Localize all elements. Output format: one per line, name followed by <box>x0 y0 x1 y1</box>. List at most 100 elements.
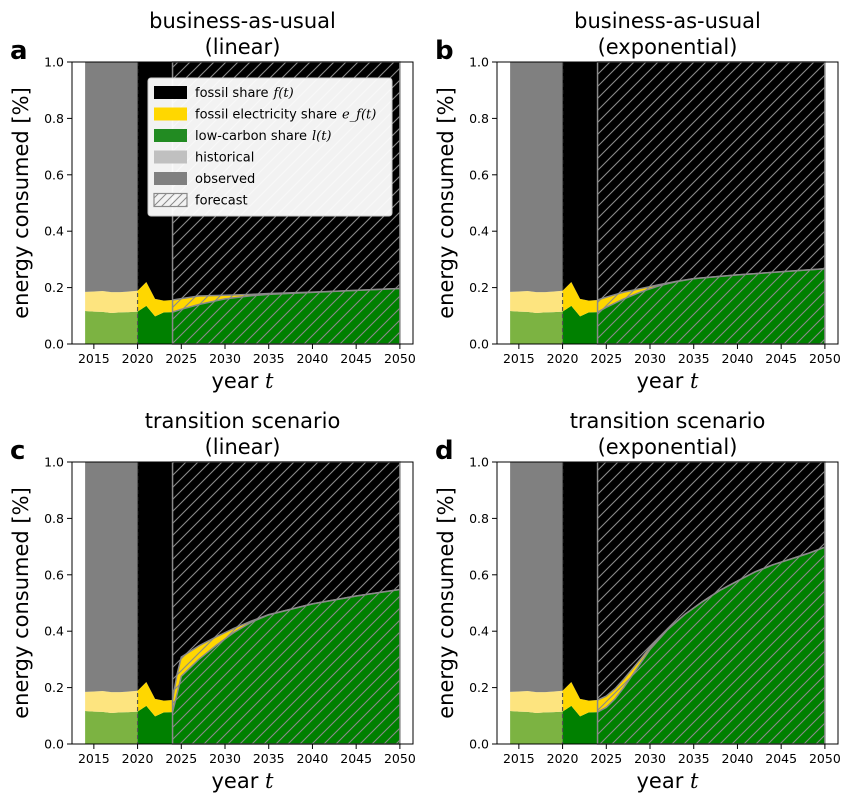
y-tick-label: 0.6 <box>44 167 64 182</box>
axes-frame <box>71 461 414 745</box>
historical-fossil-electricity-area <box>85 290 138 313</box>
x-tick-label: 2020 <box>547 751 579 766</box>
historical-fossil-electricity-area <box>510 290 563 313</box>
observed-fossil-electricity-area <box>137 281 173 317</box>
chart-title: transition scenario <box>145 409 341 433</box>
y-tick-label: 0.2 <box>44 280 64 295</box>
x-tick-label: 2030 <box>209 351 241 366</box>
legend-item-label: forecast <box>195 194 248 209</box>
x-tick-label: 2045 <box>340 751 372 766</box>
legend-box <box>147 77 393 217</box>
legend: fossil share f(t) fossil electricity share… <box>147 77 393 217</box>
legend-item-math: l(t) <box>312 129 332 144</box>
legend-swatch <box>154 86 187 99</box>
x-tick-label: 2015 <box>503 751 535 766</box>
y-tick-label: 0.4 <box>469 624 489 639</box>
observed-low-carbon-area <box>562 705 598 744</box>
observed-low-carbon-area <box>137 305 173 344</box>
forecast-hatch <box>597 62 825 344</box>
chart-title: transition scenario <box>570 409 766 433</box>
y-tick-label: 0.0 <box>469 737 489 752</box>
y-tick-label: 0.2 <box>469 280 489 295</box>
x-tick-label: 2015 <box>78 351 110 366</box>
y-axis-label: energy consumed [%] <box>9 87 33 319</box>
y-axis-label: energy consumed [%] <box>434 87 458 319</box>
panel-letter: d <box>435 436 454 466</box>
y-tick-label: 1.0 <box>469 55 489 70</box>
forecast-hatch <box>172 462 400 744</box>
x-tick-label: 2035 <box>253 351 285 366</box>
chart-subtitle: (exponential) <box>598 35 738 59</box>
x-tick-label: 2025 <box>590 351 622 366</box>
x-tick-label: 2020 <box>122 751 154 766</box>
x-tick-label: 2050 <box>384 351 416 366</box>
legend-item-label: low-carbon share l(t) <box>195 129 332 144</box>
y-tick-label: 0.4 <box>469 224 489 239</box>
x-tick-label: 2050 <box>809 351 841 366</box>
observed-fossil-area <box>562 62 598 301</box>
legend-swatch <box>154 172 187 185</box>
y-tick-label: 0.8 <box>469 111 489 126</box>
observed-fossil-area <box>562 462 598 701</box>
chart-subtitle: (linear) <box>205 35 281 59</box>
legend-swatch <box>154 129 187 142</box>
historical-low-carbon-area <box>85 711 138 744</box>
forecast-fossil-electricity-line <box>172 287 400 301</box>
historical-fossil-electricity-area <box>85 690 138 713</box>
legend-item-math: f(t) <box>272 86 293 101</box>
y-tick-label: 1.0 <box>469 455 489 470</box>
panel-letter: b <box>435 36 454 66</box>
legend-swatch <box>154 150 187 164</box>
x-tick-label: 2025 <box>165 351 197 366</box>
y-tick-label: 0.8 <box>469 511 489 526</box>
x-tick-label: 2045 <box>340 351 372 366</box>
legend-item-label: fossil share f(t) <box>195 86 294 101</box>
x-axis-label: year t <box>637 369 700 393</box>
historical-low-carbon-area <box>85 311 138 344</box>
x-tick-label: 2025 <box>590 751 622 766</box>
y-tick-label: 0.6 <box>469 567 489 582</box>
chart-title: business-as-usual <box>149 9 336 33</box>
x-axis-label-math: t <box>690 369 699 393</box>
axes-frame <box>496 461 839 745</box>
x-tick-label: 2030 <box>634 751 666 766</box>
panel-d: 2015 2020 2025 2030 2035 2040 2045 2050 0.0 0.2 0.… <box>434 409 841 793</box>
historical-fossil-area <box>510 62 563 293</box>
x-axis-label: year t <box>637 769 700 793</box>
x-tick-label: 2050 <box>809 751 841 766</box>
y-tick-label: 0.4 <box>44 624 64 639</box>
x-tick-label: 2040 <box>297 351 329 366</box>
x-tick-label: 2050 <box>384 751 416 766</box>
y-tick-label: 0.0 <box>44 737 64 752</box>
x-axis-label-math: t <box>265 369 274 393</box>
chart-subtitle: (exponential) <box>598 435 738 459</box>
observed-fossil-area <box>137 462 173 701</box>
x-tick-label: 2030 <box>209 751 241 766</box>
x-axis-label-math: t <box>690 769 699 793</box>
y-tick-label: 0.8 <box>44 511 64 526</box>
y-tick-label: 1.0 <box>44 55 64 70</box>
y-tick-label: 0.6 <box>44 567 64 582</box>
historical-low-carbon-area <box>510 711 563 744</box>
observed-fossil-electricity-area <box>562 281 598 317</box>
historical-fossil-area <box>85 62 138 293</box>
x-tick-label: 2020 <box>547 351 579 366</box>
historical-low-carbon-area <box>510 311 563 344</box>
forecast-fossil-electricity-line <box>597 267 825 301</box>
x-tick-label: 2035 <box>678 751 710 766</box>
x-tick-label: 2025 <box>165 751 197 766</box>
legend-item-label: observed <box>195 172 255 187</box>
x-tick-label: 2035 <box>678 351 710 366</box>
observed-fossil-electricity-area <box>137 681 173 717</box>
x-tick-label: 2040 <box>722 351 754 366</box>
y-tick-label: 1.0 <box>44 455 64 470</box>
historical-fossil-electricity-area <box>510 690 563 713</box>
axes-frame <box>496 61 839 345</box>
y-axis-label: energy consumed [%] <box>9 487 33 719</box>
y-tick-label: 0.2 <box>44 680 64 695</box>
legend-swatch <box>153 192 188 208</box>
x-tick-label: 2015 <box>78 751 110 766</box>
x-tick-label: 2030 <box>634 351 666 366</box>
forecast-hatch <box>597 462 825 744</box>
